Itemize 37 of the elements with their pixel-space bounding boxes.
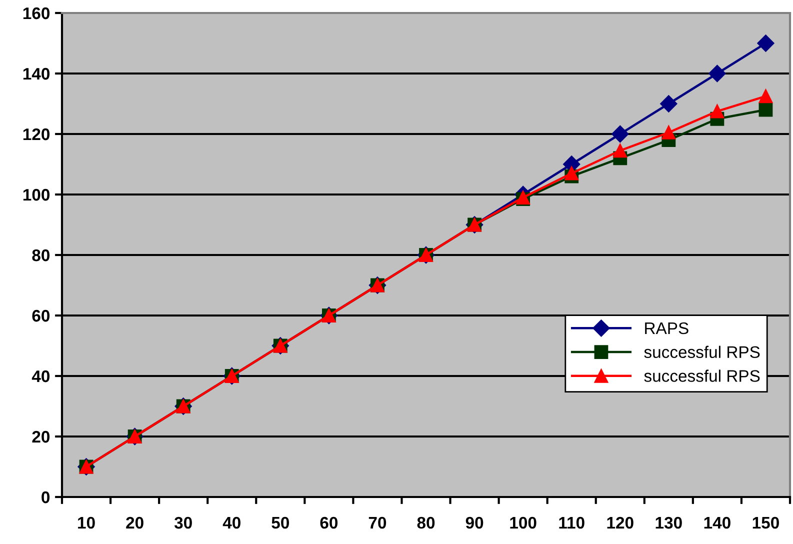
x-tick-label: 150 [752, 516, 779, 529]
x-tick-label: 60 [320, 516, 338, 529]
y-tick-label: 80 [32, 249, 50, 262]
point [710, 104, 724, 118]
point [662, 126, 676, 140]
x-tick-label: 90 [466, 516, 484, 529]
x-tick-label: 50 [272, 516, 289, 529]
y-tick-label: 140 [23, 68, 50, 80]
point [758, 102, 773, 117]
point [613, 144, 628, 158]
x-tick-label: 110 [559, 516, 584, 529]
y-tick-label: 60 [32, 310, 50, 322]
x-tick-label: 30 [174, 516, 192, 529]
legend-label: successful RPS [644, 346, 760, 358]
x-tick-label: 40 [222, 516, 240, 529]
point [660, 95, 678, 112]
y-tick-label: 40 [32, 370, 50, 382]
point [708, 64, 726, 82]
x-tick-label: 70 [368, 516, 386, 529]
legend-label: RAPS [645, 322, 688, 334]
y-tick-label: 100 [23, 188, 50, 201]
point [564, 166, 579, 180]
point [758, 89, 773, 104]
x-tick-label: 20 [126, 516, 144, 529]
x-tick-label: 140 [704, 516, 730, 529]
x-tick-label: 130 [656, 516, 682, 529]
x-tick-label: 120 [607, 516, 634, 529]
point [757, 34, 774, 52]
legend-label: successful RPS [644, 370, 760, 382]
y-tick-label: 20 [32, 430, 50, 443]
point [612, 125, 629, 143]
x-tick-label: 100 [510, 516, 536, 529]
y-tick-label: 160 [23, 7, 50, 20]
y-tick-label: 0 [42, 491, 50, 504]
x-tick-label: 10 [78, 516, 95, 529]
x-tick-label: 80 [417, 516, 435, 529]
y-tick-label: 120 [23, 128, 50, 140]
